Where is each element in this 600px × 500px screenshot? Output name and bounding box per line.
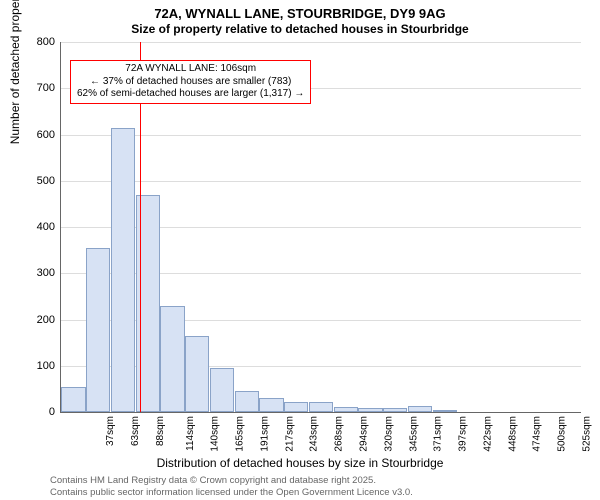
footer-line-2: Contains public sector information licen… [50, 487, 413, 498]
y-tick-label: 200 [15, 314, 55, 326]
histogram-bar [185, 336, 209, 412]
x-tick-label: 217sqm [284, 416, 295, 452]
histogram-bar [61, 387, 85, 412]
histogram-bar [284, 402, 308, 412]
histogram-bar [160, 306, 184, 412]
chart-subtitle: Size of property relative to detached ho… [0, 22, 600, 36]
x-axis-label: Distribution of detached houses by size … [0, 456, 600, 470]
x-tick-label: 268sqm [334, 416, 345, 452]
x-tick-label: 140sqm [210, 416, 221, 452]
histogram-bar [210, 368, 234, 412]
x-tick-label: 294sqm [359, 416, 370, 452]
histogram-bar [408, 406, 432, 412]
y-axis-label: Number of detached properties [8, 0, 22, 144]
y-tick-label: 600 [15, 129, 55, 141]
annotation-box: 72A WYNALL LANE: 106sqm← 37% of detached… [70, 60, 311, 104]
chart-title: 72A, WYNALL LANE, STOURBRIDGE, DY9 9AG [0, 6, 600, 21]
annotation-line: 72A WYNALL LANE: 106sqm [77, 63, 304, 76]
histogram-bar [309, 402, 333, 412]
x-tick-label: 345sqm [408, 416, 419, 452]
histogram-bar [358, 408, 382, 412]
x-tick-label: 320sqm [383, 416, 394, 452]
histogram-bar [383, 408, 407, 412]
histogram-bar [334, 407, 358, 412]
y-tick-label: 800 [15, 36, 55, 48]
gridline [61, 181, 581, 182]
annotation-line: ← 37% of detached houses are smaller (78… [77, 76, 304, 89]
x-tick-label: 500sqm [557, 416, 568, 452]
x-tick-label: 474sqm [532, 416, 543, 452]
histogram-bar [111, 128, 135, 412]
annotation-line: 62% of semi-detached houses are larger (… [77, 88, 304, 101]
x-tick-label: 88sqm [155, 416, 166, 446]
y-tick-label: 500 [15, 175, 55, 187]
footer-line-1: Contains HM Land Registry data © Crown c… [50, 475, 376, 486]
x-tick-label: 114sqm [185, 416, 196, 451]
x-tick-label: 371sqm [433, 416, 444, 452]
x-tick-label: 525sqm [581, 416, 592, 452]
x-tick-label: 243sqm [309, 416, 320, 452]
x-tick-label: 165sqm [235, 416, 246, 452]
x-tick-label: 448sqm [507, 416, 518, 452]
histogram-bar [235, 391, 259, 412]
x-tick-label: 191sqm [260, 416, 271, 452]
gridline [61, 42, 581, 43]
histogram-bar [259, 398, 283, 412]
histogram-bar [136, 195, 160, 412]
x-tick-label: 63sqm [130, 416, 141, 446]
x-tick-label: 422sqm [482, 416, 493, 452]
histogram-bar [86, 248, 110, 412]
y-tick-label: 100 [15, 360, 55, 372]
y-tick-label: 300 [15, 267, 55, 279]
chart-container: 72A, WYNALL LANE, STOURBRIDGE, DY9 9AG S… [0, 0, 600, 500]
x-tick-label: 397sqm [458, 416, 469, 452]
y-tick-label: 0 [15, 406, 55, 418]
y-tick-label: 700 [15, 82, 55, 94]
gridline [61, 135, 581, 136]
x-tick-label: 37sqm [105, 416, 116, 446]
histogram-bar [433, 410, 457, 412]
y-tick-label: 400 [15, 221, 55, 233]
